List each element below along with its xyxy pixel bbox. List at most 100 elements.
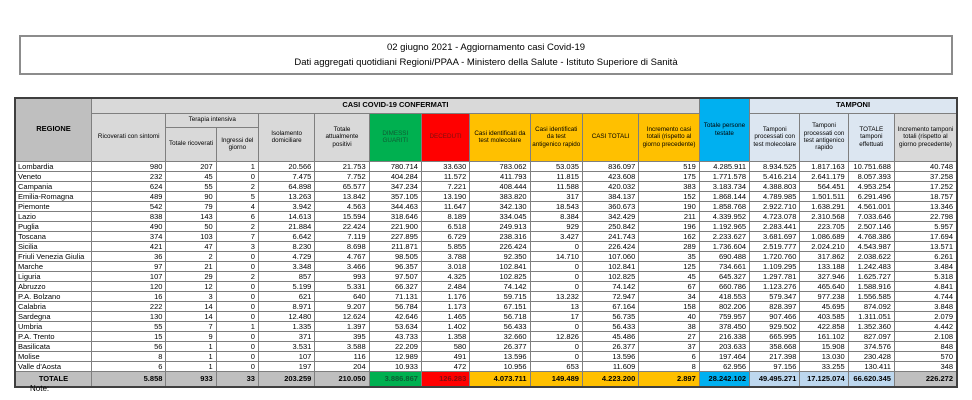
col-header-casi-test-antigenico: Casi identificati da test antigenico rap… bbox=[529, 112, 583, 162]
cell-casi_mol: 411.793 bbox=[469, 170, 531, 182]
cell-ricoverati: 120 bbox=[90, 280, 167, 292]
cell-testate: 28.242.102 bbox=[698, 370, 751, 387]
cell-tamp_mol: 4.388.803 bbox=[749, 180, 801, 192]
cell-testate: 734.661 bbox=[698, 260, 751, 272]
cell-ti_ingressi: 0 bbox=[215, 290, 259, 302]
cell-incr_tamp: 570 bbox=[893, 350, 958, 362]
cell-ricoverati: 6 bbox=[90, 360, 167, 372]
cell-ricoverati: 232 bbox=[90, 170, 167, 182]
cell-deceduti: 8.189 bbox=[420, 210, 471, 222]
cell-tamp_ant: 1.086.689 bbox=[799, 230, 849, 242]
cell-ti_ingressi: 1 bbox=[215, 160, 259, 172]
cell-ti_ingressi: 0 bbox=[215, 360, 259, 372]
cell-ti_ingressi: 0 bbox=[215, 250, 259, 262]
region-name: Emilia-Romagna bbox=[14, 190, 92, 202]
cell-deceduti: 1.465 bbox=[420, 310, 471, 322]
col-header-totale-attualmente-positivi: Totale attualmente positivi bbox=[314, 112, 370, 162]
cell-testate: 418.553 bbox=[698, 290, 751, 302]
cell-incr_casi: 519 bbox=[638, 160, 700, 172]
cell-isolamento: 12.480 bbox=[257, 310, 316, 322]
cell-deceduti: 6.518 bbox=[420, 220, 471, 232]
cell-attualmente: 15.594 bbox=[314, 210, 370, 222]
cell-tamp_tot: 130.411 bbox=[847, 360, 895, 372]
cell-dimessi: 347.234 bbox=[368, 180, 422, 192]
cell-tamp_mol: 3.681.697 bbox=[749, 230, 801, 242]
cell-incr_tamp: 3.848 bbox=[893, 300, 958, 312]
cell-attualmente: 13.842 bbox=[314, 190, 370, 202]
cell-dimessi: 66.327 bbox=[368, 280, 422, 292]
cell-incr_casi: 211 bbox=[638, 210, 700, 222]
cell-testate: 1.868.144 bbox=[698, 190, 751, 202]
cell-casi_tot: 72.947 bbox=[581, 290, 640, 302]
col-header-casi-totali: CASI TOTALI bbox=[581, 112, 640, 162]
cell-incr_tamp: 17.252 bbox=[893, 180, 958, 192]
cell-ricoverati: 489 bbox=[90, 190, 167, 202]
cell-ti_totale: 207 bbox=[165, 160, 217, 172]
cell-deceduti: 126.283 bbox=[420, 370, 471, 387]
group-header-terapia-intensiva: Terapia intensiva bbox=[165, 112, 259, 128]
col-header-isolamento-domiciliare: Isolamento domiciliare bbox=[257, 112, 316, 162]
cell-deceduti: 7.221 bbox=[420, 180, 471, 192]
cell-casi_ant: 929 bbox=[529, 220, 583, 232]
cell-testate: 1.771.578 bbox=[698, 170, 751, 182]
cell-ti_totale: 90 bbox=[165, 190, 217, 202]
cell-dimessi: 344.463 bbox=[368, 200, 422, 212]
cell-casi_mol: 249.913 bbox=[469, 220, 531, 232]
cell-deceduti: 3.788 bbox=[420, 250, 471, 262]
cell-isolamento: 371 bbox=[257, 330, 316, 342]
region-row: Campania 624 55 2 64.898 65.577 347.234 7.221 40… bbox=[14, 180, 958, 192]
cell-isolamento: 5.199 bbox=[257, 280, 316, 292]
cell-ricoverati: 374 bbox=[90, 230, 167, 242]
cell-tamp_tot: 230.428 bbox=[847, 350, 895, 362]
region-row: P.A. Bolzano 16 3 0 621 640 71.131 1.176 59.715 1… bbox=[14, 290, 958, 302]
cell-casi_mol: 26.377 bbox=[469, 340, 531, 352]
cell-casi_ant: 0 bbox=[529, 240, 583, 252]
cell-casi_ant: 11.815 bbox=[529, 170, 583, 182]
cell-ti_totale: 47 bbox=[165, 240, 217, 252]
cell-incr_tamp: 13.571 bbox=[893, 240, 958, 252]
cell-ti_ingressi: 2 bbox=[215, 180, 259, 192]
cell-casi_mol: 783.062 bbox=[469, 160, 531, 172]
cell-ricoverati: 5.858 bbox=[90, 370, 167, 387]
cell-isolamento: 20.566 bbox=[257, 160, 316, 172]
cell-ti_totale: 1 bbox=[165, 340, 217, 352]
cell-incr_casi: 196 bbox=[638, 220, 700, 232]
cell-ti_ingressi: 0 bbox=[215, 170, 259, 182]
cell-casi_ant: 0 bbox=[529, 260, 583, 272]
cell-incr_tamp: 40.748 bbox=[893, 160, 958, 172]
region-row: Puglia 490 50 2 21.884 22.424 221.900 6.518 249.… bbox=[14, 220, 958, 232]
group-header-casi-confermati: CASI COVID-19 CONFERMATI bbox=[90, 97, 700, 114]
cell-incr_casi: 6 bbox=[638, 350, 700, 362]
cell-attualmente: 8.698 bbox=[314, 240, 370, 252]
cell-dimessi: 211.871 bbox=[368, 240, 422, 252]
cell-casi_ant: 13.232 bbox=[529, 290, 583, 302]
cell-dimessi: 12.989 bbox=[368, 350, 422, 362]
cell-tamp_ant: 327.946 bbox=[799, 270, 849, 282]
cell-incr_casi: 158 bbox=[638, 300, 700, 312]
cell-ti_ingressi: 33 bbox=[215, 370, 259, 387]
cell-ricoverati: 421 bbox=[90, 240, 167, 252]
cell-incr_tamp: 17.694 bbox=[893, 230, 958, 242]
cell-casi_mol: 226.424 bbox=[469, 240, 531, 252]
cell-testate: 4.285.911 bbox=[698, 160, 751, 172]
cell-casi_tot: 342.429 bbox=[581, 210, 640, 222]
cell-dimessi: 780.714 bbox=[368, 160, 422, 172]
cell-ricoverati: 36 bbox=[90, 250, 167, 262]
cell-casi_tot: 56.735 bbox=[581, 310, 640, 322]
cell-tamp_mol: 4.789.985 bbox=[749, 190, 801, 202]
cell-casi_ant: 0 bbox=[529, 340, 583, 352]
cell-ti_ingressi: 5 bbox=[215, 190, 259, 202]
col-header-deceduti: DECEDUTI bbox=[420, 112, 471, 162]
cell-casi_ant: 13 bbox=[529, 300, 583, 312]
cell-isolamento: 6.642 bbox=[257, 230, 316, 242]
cell-casi_mol: 32.660 bbox=[469, 330, 531, 342]
cell-ti_totale: 45 bbox=[165, 170, 217, 182]
cell-incr_casi: 40 bbox=[638, 310, 700, 322]
cell-casi_tot: 13.596 bbox=[581, 350, 640, 362]
cell-casi_mol: 56.433 bbox=[469, 320, 531, 332]
cell-isolamento: 13.263 bbox=[257, 190, 316, 202]
cell-attualmente: 210.050 bbox=[314, 370, 370, 387]
cell-ti_ingressi: 7 bbox=[215, 230, 259, 242]
cell-casi_tot: 107.060 bbox=[581, 250, 640, 262]
